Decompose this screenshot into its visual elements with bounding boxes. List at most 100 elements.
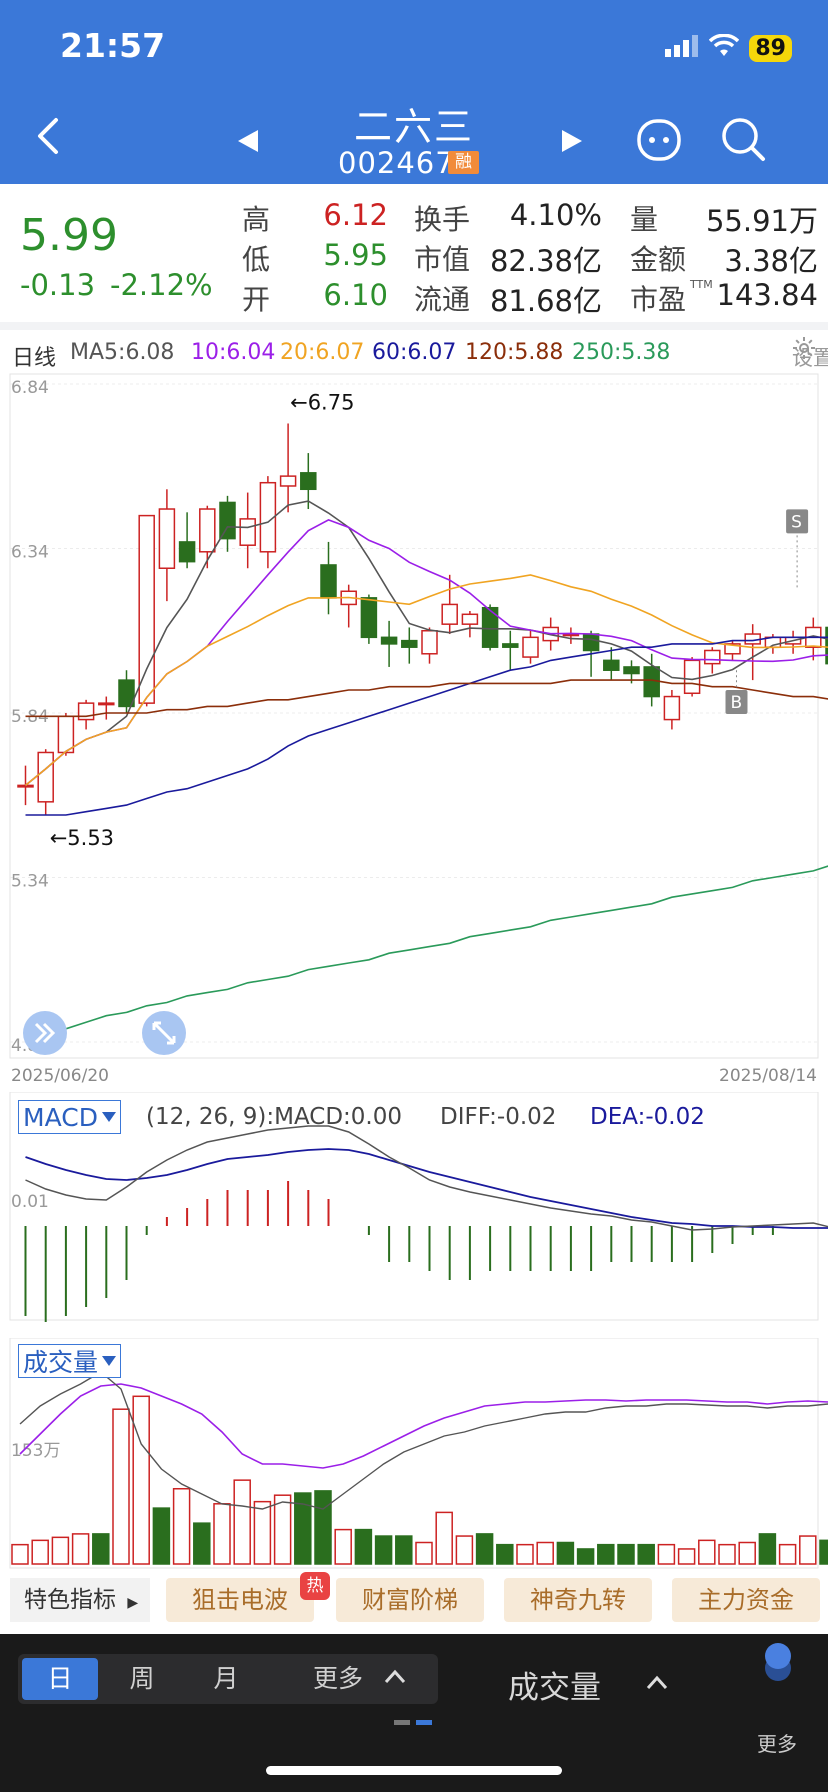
- search-icon[interactable]: [720, 116, 766, 166]
- macd-diff: DIFF:-0.02: [440, 1104, 557, 1130]
- macd-panel: 0.01 MACD (12, 26, 9):MACD:0.00 DIFF:-0.…: [0, 1091, 828, 1325]
- candle-body: [77, 702, 95, 721]
- bottom-indicator-label[interactable]: 成交量: [508, 1670, 601, 1706]
- pe-value: 143.84: [716, 278, 818, 312]
- period-day[interactable]: 日: [22, 1658, 98, 1700]
- fullscreen-icon[interactable]: [141, 1010, 187, 1060]
- candle-body: [239, 518, 256, 546]
- volume-bar: [576, 1548, 595, 1565]
- date-end-label: 2025/08/14: [719, 1066, 817, 1086]
- stock-code: 002467: [338, 146, 455, 180]
- expand-left-icon[interactable]: [22, 1010, 68, 1060]
- more-menu-icon[interactable]: [763, 1642, 793, 1686]
- ma20-label: 20:6.07: [280, 340, 365, 365]
- macd-svg: 0.01: [9, 1091, 828, 1325]
- volume-ma10-line: [19, 1383, 828, 1469]
- macd-selector[interactable]: MACD: [18, 1100, 121, 1134]
- y-tick-label: 6.84: [11, 378, 49, 398]
- page-dot-active: [416, 1720, 432, 1725]
- featured-indicators-button[interactable]: 特色指标 ▶: [10, 1578, 150, 1622]
- period-week[interactable]: 周: [129, 1664, 155, 1693]
- settings-button[interactable]: 设置: [792, 336, 828, 370]
- candlestick-chart[interactable]: 6.846.345.845.344.84←6.75←5.53SB2025/06/…: [0, 370, 828, 1090]
- candle-body: [623, 666, 640, 675]
- candle-body: [663, 695, 681, 721]
- candle-body: [825, 626, 828, 665]
- chevron-up-icon[interactable]: [384, 1668, 406, 1688]
- more-label[interactable]: 更多: [757, 1732, 797, 1756]
- volume-panel: 153万 成交量: [0, 1337, 828, 1570]
- volume-bar: [132, 1395, 150, 1565]
- volume-bar: [617, 1543, 635, 1565]
- volume-bar: [536, 1541, 554, 1565]
- volume-bar: [758, 1533, 777, 1565]
- open-label: 开: [242, 283, 271, 316]
- dropdown-icon: [102, 1356, 117, 1366]
- ma250-line: [25, 865, 828, 1037]
- last-price: 5.99: [20, 210, 118, 261]
- indicator-wealth-ladder[interactable]: 财富阶梯: [336, 1578, 484, 1622]
- period-more[interactable]: 更多: [312, 1664, 363, 1693]
- volume-frame: [9, 1337, 819, 1569]
- buy-marker: [725, 689, 748, 714]
- buy-marker-label: B: [731, 693, 743, 713]
- next-stock-icon[interactable]: [560, 128, 584, 158]
- market-cap-label: 市值: [414, 243, 471, 276]
- section-divider: [0, 322, 828, 330]
- market-cap-value: 82.38亿: [489, 244, 602, 278]
- float-cap-value: 81.68亿: [489, 284, 602, 318]
- candle-body: [704, 649, 721, 665]
- amount-label: 金额: [630, 243, 687, 276]
- sell-marker-label: S: [791, 512, 802, 532]
- volume-bar: [152, 1507, 171, 1565]
- volume-bar: [738, 1541, 756, 1565]
- ma-legend: 日线 MA5:6.08 10:6.04 20:6.07 60:6.07 120:…: [0, 334, 828, 371]
- ma60-line: [25, 636, 828, 816]
- period-label: 日线: [12, 346, 57, 371]
- volume-bar: [778, 1543, 797, 1565]
- volume-selector[interactable]: 成交量: [18, 1344, 122, 1378]
- gear-icon: [793, 337, 815, 359]
- volume-bar: [516, 1543, 534, 1565]
- open-value: 6.10: [323, 278, 388, 312]
- back-icon[interactable]: [34, 116, 62, 160]
- ma250-label: 250:5.38: [572, 340, 671, 365]
- volume-bar: [334, 1528, 352, 1565]
- candle-body: [401, 639, 418, 648]
- assistant-icon[interactable]: [636, 118, 682, 166]
- app-header: 21:57 89 二六三 002467 融: [0, 0, 828, 184]
- candle-body: [199, 508, 216, 553]
- volume-y-tick: 153万: [11, 1441, 60, 1461]
- price-change: -0.13: [20, 268, 96, 302]
- y-tick-label: 6.34: [11, 543, 49, 563]
- dea-line: [25, 1148, 828, 1229]
- candle-body: [724, 643, 741, 655]
- candle-body: [502, 643, 519, 648]
- turnover-value: 4.10%: [509, 198, 602, 232]
- status-icons: 89: [665, 33, 792, 62]
- volume-svg: 153万: [9, 1337, 828, 1569]
- ma60-label: 60:6.07: [372, 340, 457, 365]
- volume-bar: [496, 1543, 514, 1565]
- volume-bar: [637, 1543, 655, 1565]
- volume-bar: [31, 1539, 49, 1565]
- settings-label: 设置: [792, 346, 828, 370]
- candlestick-svg: 6.846.345.845.344.84←6.75←5.53SB2025/06/…: [9, 373, 828, 1086]
- candle-body: [320, 564, 337, 599]
- candle-body: [279, 475, 297, 487]
- candle-body: [582, 633, 600, 652]
- macd-dea: DEA:-0.02: [590, 1104, 705, 1130]
- indicator-sniper-wave[interactable]: 狙击电波: [166, 1578, 314, 1622]
- volume-bar: [11, 1543, 29, 1565]
- candle-body: [421, 630, 438, 655]
- featured-indicators-label: 特色指标: [24, 1587, 116, 1613]
- turnover-label: 换手: [414, 203, 471, 236]
- candle-body: [57, 715, 75, 754]
- period-month[interactable]: 月: [213, 1664, 239, 1693]
- indicator-main-funds[interactable]: 主力资金: [672, 1578, 820, 1622]
- caret-right-icon: ▶: [127, 1595, 139, 1611]
- indicator-magic-nine[interactable]: 神奇九转: [504, 1578, 652, 1622]
- chevron-up-icon[interactable]: [646, 1674, 668, 1694]
- macd-frame: [9, 1091, 819, 1321]
- previous-stock-icon[interactable]: [236, 128, 260, 158]
